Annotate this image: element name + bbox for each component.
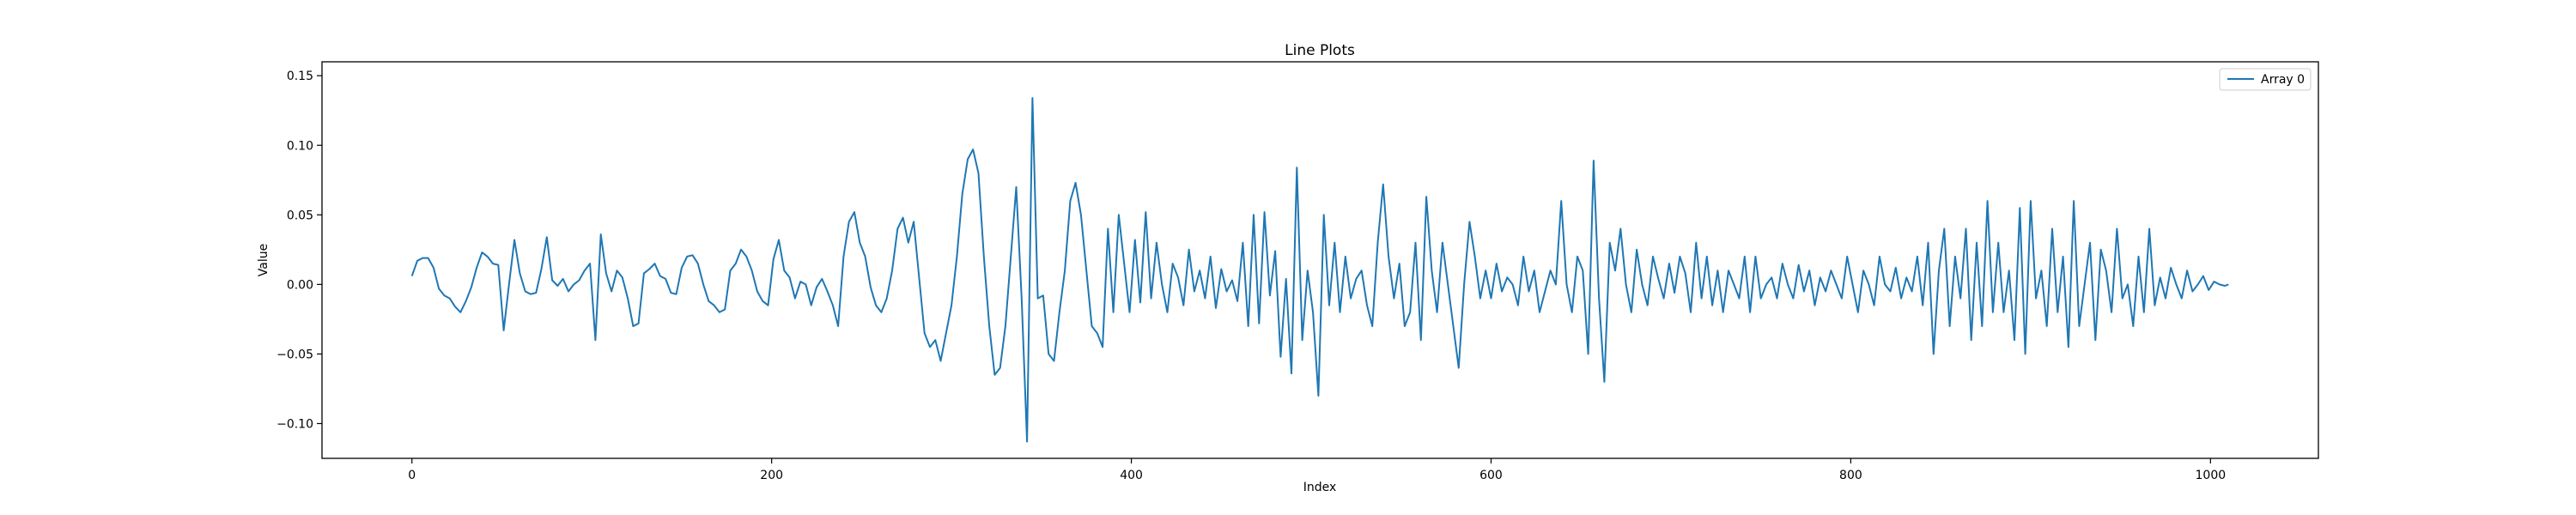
x-tick-label: 1000 bbox=[2196, 469, 2227, 482]
legend[interactable]: Array 0 bbox=[2219, 68, 2312, 91]
y-tick-label: 0.10 bbox=[287, 139, 313, 153]
axes-frame bbox=[321, 61, 2319, 459]
x-axis-label: Index bbox=[1303, 481, 1337, 494]
x-axis-ticks: 0 200 400 600 800 1000 bbox=[408, 458, 2226, 482]
x-tick-label: 200 bbox=[760, 469, 783, 482]
y-tick-label: −0.10 bbox=[276, 417, 313, 431]
x-tick-label: 400 bbox=[1120, 469, 1143, 482]
x-tick-label: 0 bbox=[408, 469, 416, 482]
y-tick-label: 0.15 bbox=[287, 70, 313, 83]
y-tick-label: 0.05 bbox=[287, 209, 313, 222]
y-axis-ticks: −0.10 −0.05 0.00 0.05 0.10 0.15 bbox=[276, 70, 322, 431]
x-tick-label: 600 bbox=[1479, 469, 1503, 482]
y-tick-label: 0.00 bbox=[287, 278, 313, 292]
series-lines bbox=[410, 97, 2229, 443]
chart-title: Line Plots bbox=[1285, 42, 1355, 59]
legend-label: Array 0 bbox=[2261, 73, 2305, 87]
series-line-0 bbox=[410, 97, 2229, 443]
legend-frame bbox=[2219, 68, 2312, 91]
y-axis-label: Value bbox=[257, 244, 270, 276]
plot-area: 0 200 400 600 800 1000 −0.10 −0.05 0.00 0.05 0.10… bbox=[276, 61, 2319, 482]
y-tick-label: −0.05 bbox=[276, 348, 313, 361]
x-tick-label: 800 bbox=[1839, 469, 1862, 482]
